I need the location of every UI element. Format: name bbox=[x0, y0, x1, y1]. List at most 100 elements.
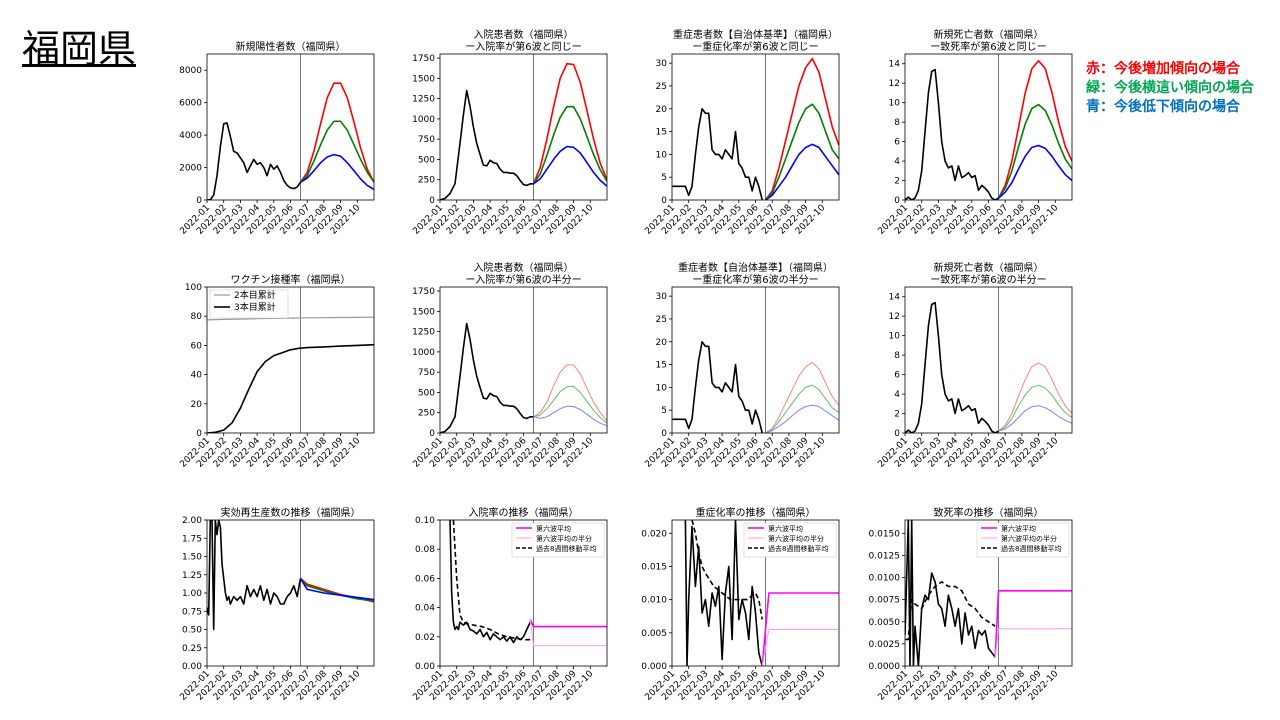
plot-frame bbox=[206, 53, 375, 201]
y-tick-label: 1500 bbox=[412, 307, 435, 317]
series-line-blue bbox=[300, 153, 374, 191]
y-tick-label: 0.0125 bbox=[869, 551, 901, 561]
y-tick-label: 1500 bbox=[412, 74, 435, 84]
series-line-light_green bbox=[998, 384, 1072, 432]
y-tick-label: 25 bbox=[656, 82, 667, 92]
y-tick-label: 14 bbox=[889, 60, 901, 70]
y-tick-label: 0 bbox=[196, 196, 202, 206]
y-tick-label: 0.10 bbox=[415, 516, 435, 526]
y-tick-label: 1.25 bbox=[182, 571, 202, 581]
chart-title: ー重症化率が第6波と同じー bbox=[692, 40, 818, 53]
y-tick-label: 4 bbox=[894, 390, 900, 400]
series-line-black bbox=[207, 122, 302, 200]
y-tick-label: 500 bbox=[418, 388, 435, 398]
scenario-legend-green: 緑：今後横這い傾向の場合 bbox=[1086, 80, 1254, 96]
y-tick-label: 8000 bbox=[179, 66, 202, 76]
y-tick-label: 6 bbox=[894, 138, 900, 148]
y-tick-label: 1.75 bbox=[182, 534, 202, 544]
series-line-black bbox=[449, 520, 535, 644]
y-tick-label: 14 bbox=[889, 293, 901, 303]
series-line-red bbox=[764, 57, 839, 200]
legend-label: 2本目累計 bbox=[234, 289, 276, 301]
chart-severe-same: 重症患者数【自治体基準】（福岡県）ー重症化率が第6波と同じー 0 5 10 15 20 25… bbox=[643, 28, 840, 237]
scenario-legend-red: 赤：今後増加傾向の場合 bbox=[1086, 61, 1240, 77]
series-line-light_red bbox=[998, 362, 1072, 432]
y-tick-label: 500 bbox=[418, 155, 435, 165]
y-tick-label: 0 bbox=[429, 196, 435, 206]
y-tick-label: 40 bbox=[191, 371, 203, 381]
series-line-magenta bbox=[994, 589, 1072, 658]
series-line-blue bbox=[533, 145, 607, 187]
y-tick-label: 10 bbox=[889, 99, 901, 109]
plot-frame bbox=[439, 286, 608, 434]
series-line-green bbox=[299, 577, 374, 602]
y-tick-label: 0.04 bbox=[415, 604, 435, 614]
series-line-light_blue bbox=[533, 405, 607, 427]
series-line-light_magenta bbox=[994, 628, 1072, 658]
y-tick-label: 2 bbox=[894, 177, 900, 187]
series-line-green bbox=[997, 103, 1072, 199]
y-tick-label: 0.0075 bbox=[869, 596, 901, 606]
series-line-black bbox=[672, 108, 763, 200]
legend-label: 第六波平均の半分 bbox=[768, 534, 824, 543]
y-tick-label: 0.010 bbox=[641, 596, 667, 606]
series-line-black bbox=[440, 322, 534, 433]
chart-title: ー致死率が第6波と同じー bbox=[930, 40, 1046, 53]
plot-frame bbox=[206, 519, 375, 667]
series-line-dashed bbox=[691, 520, 763, 620]
legend-label: 3本目累計 bbox=[234, 301, 276, 313]
y-tick-label: 2.00 bbox=[182, 516, 202, 526]
legend-label: 第六波平均 bbox=[1001, 524, 1036, 533]
y-tick-label: 15 bbox=[656, 361, 667, 371]
y-tick-label: 80 bbox=[191, 312, 203, 322]
legend-label: 過去8週間移動平均 bbox=[1001, 544, 1061, 553]
series-line-red bbox=[299, 82, 374, 183]
y-tick-label: 10 bbox=[889, 332, 901, 342]
y-tick-label: 25 bbox=[656, 315, 667, 325]
plot-frame bbox=[904, 519, 1073, 667]
y-tick-label: 250 bbox=[418, 409, 435, 419]
y-tick-label: 4 bbox=[894, 157, 900, 167]
y-tick-label: 0 bbox=[196, 429, 202, 439]
legend-label: 第六波平均の半分 bbox=[1001, 534, 1057, 543]
series-line-light_red bbox=[533, 364, 607, 422]
chart-title: 新規陽性者数（福岡県） bbox=[236, 40, 346, 53]
series-line-black bbox=[684, 520, 763, 666]
chart-title: 重症者数【自治体基準】（福岡県） bbox=[678, 261, 833, 274]
plot-frame bbox=[439, 53, 608, 201]
series-line-blue bbox=[765, 143, 839, 200]
series-line-light_magenta bbox=[529, 619, 607, 647]
y-tick-label: 8 bbox=[894, 118, 900, 128]
y-tick-label: 2000 bbox=[179, 164, 202, 174]
chart-hosp-rate: 入院率の推移（福岡県）0.000.020.040.060.080.102022-… bbox=[411, 506, 608, 703]
y-tick-label: 20 bbox=[656, 338, 668, 348]
y-tick-label: 1000 bbox=[412, 348, 435, 358]
chart-severe-half: 重症者数【自治体基準】（福岡県）ー重症化率が第6波の半分ー 0 5 10 15 20 25 3… bbox=[643, 261, 840, 470]
chart-title: ー重症化率が第6波の半分ー bbox=[692, 273, 818, 286]
y-tick-label: 0.00 bbox=[182, 662, 202, 672]
y-tick-label: 0.25 bbox=[182, 644, 202, 654]
chart-inpatients-same: 入院患者数（福岡県）ー入院率が第6波と同じー 0 250 500 750 1000 1250… bbox=[411, 28, 608, 237]
chart-new-cases-full: 新規陽性者数（福岡県）020004000600080002022-012022-… bbox=[178, 40, 375, 237]
y-tick-label: 1.50 bbox=[182, 553, 202, 563]
y-tick-label: 750 bbox=[418, 368, 435, 378]
series-line-green bbox=[299, 120, 374, 183]
chart-title: 入院患者数（福岡県） bbox=[474, 28, 574, 41]
chart-title: ワクチン接種率（福岡県） bbox=[231, 273, 351, 286]
y-tick-label: 20 bbox=[656, 105, 668, 115]
scenario-legend-blue: 青：今後低下傾向の場合 bbox=[1086, 99, 1240, 115]
chart-fatality-rate: 致死率の推移（福岡県） 0.0000 0.0025 0.0050 0.0075 0.010… bbox=[869, 506, 1073, 703]
y-tick-label: 750 bbox=[418, 135, 435, 145]
series-line-black bbox=[207, 343, 374, 433]
series-line-gray bbox=[207, 316, 374, 321]
y-tick-label: 1.00 bbox=[182, 589, 202, 599]
series-line-blue bbox=[299, 577, 374, 601]
y-tick-label: 60 bbox=[191, 341, 203, 351]
chart-title: ー入院率が第6波の半分ー bbox=[465, 273, 581, 286]
series-line-green bbox=[532, 105, 607, 185]
plot-frame bbox=[904, 286, 1073, 434]
chart-rt-trend: 実効再生産数の推移（福岡県） 0.00 0.25 0.50 0.75 1.00 1.25 1.… bbox=[178, 506, 375, 703]
